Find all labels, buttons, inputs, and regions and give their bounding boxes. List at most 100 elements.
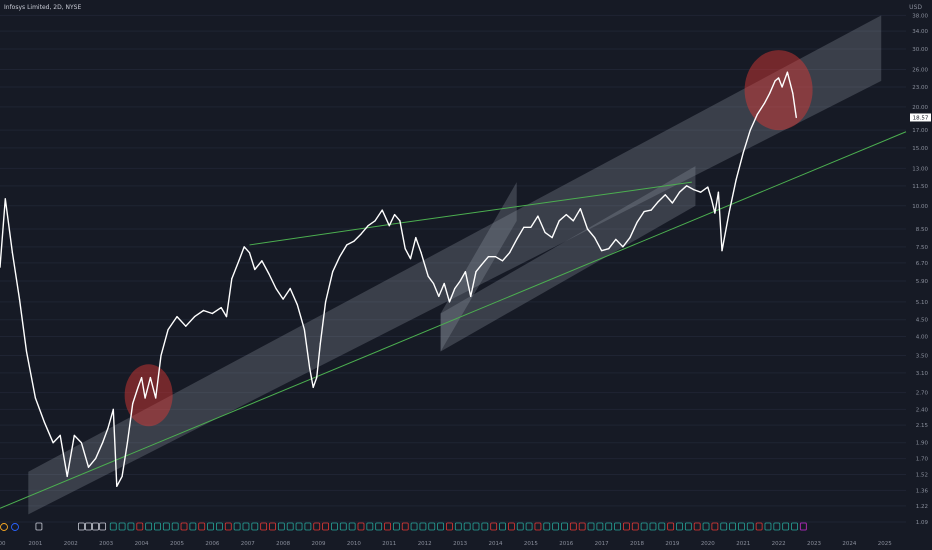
event-marker[interactable] [667, 522, 675, 531]
event-marker[interactable] [92, 522, 99, 531]
x-tick-label: 2010 [347, 541, 361, 547]
event-marker[interactable] [605, 522, 613, 531]
event-marker[interactable] [348, 522, 356, 531]
event-marker[interactable] [224, 522, 232, 531]
event-marker[interactable] [631, 522, 639, 531]
event-marker[interactable] [145, 522, 153, 531]
event-marker[interactable] [269, 522, 276, 531]
event-marker[interactable] [596, 522, 604, 531]
event-marker[interactable] [437, 522, 445, 531]
event-marker[interactable] [738, 522, 745, 531]
event-marker[interactable] [180, 522, 188, 531]
price-point [399, 220, 401, 222]
event-marker[interactable] [507, 522, 515, 531]
price-point [501, 260, 504, 262]
event-marker[interactable] [162, 522, 170, 531]
event-marker[interactable] [782, 522, 790, 531]
event-marker[interactable] [392, 522, 400, 531]
price-point [404, 248, 406, 250]
event-marker[interactable] [543, 522, 551, 531]
event-marker[interactable] [446, 522, 453, 531]
split-marker[interactable] [11, 523, 19, 531]
y-tick-label: 23.00 [912, 85, 928, 91]
event-marker[interactable] [791, 522, 798, 531]
event-marker[interactable] [525, 522, 533, 531]
event-marker[interactable] [295, 522, 303, 531]
price-point [714, 212, 716, 214]
event-marker[interactable] [118, 522, 126, 531]
event-marker[interactable] [233, 522, 241, 531]
event-marker[interactable] [35, 522, 43, 531]
event-marker[interactable] [313, 522, 321, 531]
x-tick-label: 2022 [772, 541, 786, 547]
event-marker[interactable] [77, 522, 85, 531]
event-marker[interactable] [720, 522, 728, 531]
event-marker[interactable] [746, 522, 754, 531]
event-marker[interactable] [401, 522, 409, 531]
event-marker[interactable] [552, 522, 560, 531]
event-marker[interactable] [649, 522, 657, 531]
event-marker[interactable] [623, 522, 630, 531]
event-marker[interactable] [702, 522, 710, 531]
price-point [312, 386, 314, 388]
event-marker[interactable] [729, 522, 736, 531]
event-marker[interactable] [251, 522, 259, 531]
event-marker[interactable] [304, 522, 312, 531]
event-marker[interactable] [561, 522, 568, 531]
event-marker[interactable] [127, 522, 135, 531]
event-marker[interactable] [109, 522, 117, 531]
event-marker[interactable] [277, 522, 285, 531]
event-marker[interactable] [711, 522, 719, 531]
event-marker[interactable] [676, 522, 683, 531]
event-marker[interactable] [242, 522, 250, 531]
event-marker[interactable] [260, 522, 268, 531]
event-marker[interactable] [375, 522, 383, 531]
dividend-marker[interactable] [0, 523, 8, 531]
event-marker[interactable] [693, 522, 701, 531]
price-point [742, 152, 744, 154]
event-marker[interactable] [286, 522, 294, 531]
event-marker[interactable] [587, 522, 595, 531]
event-marker[interactable] [454, 522, 462, 531]
event-marker[interactable] [472, 522, 480, 531]
event-marker[interactable] [419, 522, 427, 531]
time-axis[interactable]: 00 2001 2002 2003 2004 2005 2006 2007 2008 2009 20… [0, 541, 892, 547]
event-marker[interactable] [136, 522, 144, 531]
event-marker[interactable] [357, 522, 365, 531]
event-marker[interactable] [684, 522, 692, 531]
event-marker[interactable] [764, 522, 772, 531]
event-marker[interactable] [322, 522, 329, 531]
event-marker[interactable] [658, 522, 666, 531]
event-marker[interactable] [428, 522, 436, 531]
event-marker[interactable] [481, 522, 489, 531]
event-marker[interactable] [331, 522, 338, 531]
price-point [728, 212, 730, 214]
event-marker-upcoming[interactable] [799, 522, 807, 531]
event-marker[interactable] [216, 522, 223, 531]
event-marker[interactable] [463, 522, 471, 531]
event-marker[interactable] [569, 522, 577, 531]
event-marker[interactable] [534, 522, 542, 531]
event-marker[interactable] [384, 522, 391, 531]
event-marker[interactable] [410, 522, 418, 531]
event-marker[interactable] [516, 522, 524, 531]
event-marker[interactable] [366, 522, 374, 531]
event-marker[interactable] [198, 522, 206, 531]
event-marker[interactable] [171, 522, 179, 531]
event-marker[interactable] [154, 522, 161, 531]
event-marker[interactable] [499, 522, 506, 531]
event-marker[interactable] [773, 522, 781, 531]
event-marker[interactable] [339, 522, 347, 531]
x-tick-label: 2005 [170, 541, 184, 547]
event-marker[interactable] [640, 522, 648, 531]
event-marker[interactable] [99, 522, 107, 531]
event-marker[interactable] [207, 522, 214, 531]
price-axis[interactable]: 1.09 1.22 1.36 1.52 1.70 1.90 2.15 2.40 2.70 3.10… [912, 13, 928, 526]
event-marker[interactable] [490, 522, 498, 531]
event-marker[interactable] [189, 522, 197, 531]
event-marker[interactable] [85, 522, 92, 531]
event-marker[interactable] [578, 522, 586, 531]
event-marker[interactable] [614, 522, 621, 531]
event-marker[interactable] [755, 522, 763, 531]
